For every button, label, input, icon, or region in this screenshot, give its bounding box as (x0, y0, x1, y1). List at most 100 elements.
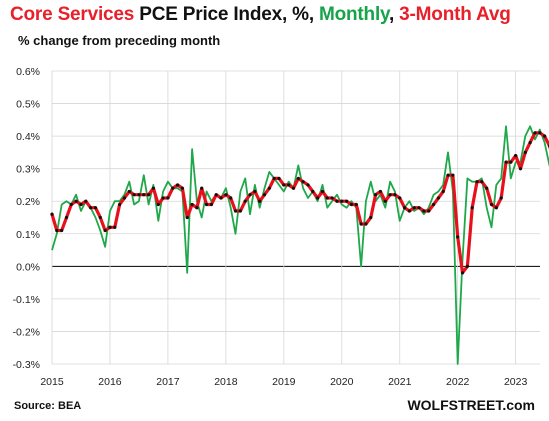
avg-point (494, 206, 498, 210)
avg-point (103, 228, 107, 233)
avg-point (383, 199, 387, 203)
avg-point (393, 193, 397, 197)
chart-subtitle: % change from preceding month (18, 33, 221, 48)
avg-point (504, 160, 508, 164)
avg-point (79, 202, 83, 207)
avg-point (518, 167, 523, 171)
avg-point (175, 183, 180, 187)
title-monthly: Monthly (318, 4, 389, 25)
avg-point (402, 206, 407, 210)
avg-point (204, 202, 209, 207)
avg-point (282, 183, 286, 187)
avg-point (156, 202, 160, 207)
avg-point (258, 199, 262, 203)
avg-point (407, 209, 412, 213)
avg-point (451, 173, 455, 177)
avg-series-line (50, 131, 549, 275)
avg-point (369, 215, 373, 220)
avg-point (340, 199, 344, 203)
avg-point (514, 154, 518, 158)
title-3-month-avg: 3-Month Avg (399, 4, 511, 25)
y-tick-label: -0.2% (13, 326, 40, 338)
avg-point (151, 186, 156, 190)
y-tick-label: 0.4% (16, 131, 40, 143)
avg-point (180, 186, 185, 190)
avg-point (441, 189, 445, 194)
avg-point (287, 183, 291, 187)
avg-point (456, 235, 460, 239)
avg-point (84, 199, 88, 203)
y-axis: -0.3% -0.2% -0.1% 0.0% 0.1% 0.2% 0.3% 0.4% 0.5% 0… (13, 66, 40, 371)
avg-point (398, 196, 402, 200)
avg-point (214, 193, 218, 197)
avg-point (142, 193, 146, 197)
avg-point (272, 176, 276, 181)
x-axis: 2015 2016 2017 2018 2019 2020 2021 2022 2023 (40, 376, 527, 388)
avg-point (185, 215, 189, 220)
avg-point (200, 186, 204, 190)
x-tick-label: 2022 (446, 376, 470, 388)
x-tick-label: 2017 (156, 376, 180, 388)
avg-point (320, 189, 325, 194)
x-tick-label: 2019 (272, 376, 296, 388)
avg-point (69, 202, 73, 207)
avg-point (378, 189, 383, 194)
avg-point (60, 228, 64, 233)
avg-point (427, 209, 431, 213)
avg-point (330, 196, 334, 200)
avg-point (480, 180, 484, 184)
avg-point (161, 196, 165, 200)
title-pce-label: PCE Price Index, %, (134, 4, 319, 25)
avg-point (349, 202, 354, 207)
avg-point (543, 134, 547, 138)
avg-point (224, 193, 228, 197)
avg-point (485, 186, 489, 190)
avg-point (523, 150, 527, 154)
avg-point (243, 199, 247, 203)
avg-point (98, 215, 102, 220)
avg-point (364, 222, 368, 226)
avg-point (489, 202, 494, 207)
avg-point (146, 193, 151, 197)
avg-point (446, 173, 450, 177)
avg-point (431, 202, 436, 207)
y-tick-label: 0.2% (16, 196, 40, 208)
source-label: Source: BEA (14, 400, 82, 412)
monthly-series-line (51, 125, 549, 365)
avg-point (132, 193, 136, 197)
avg-point (267, 186, 271, 190)
avg-point (436, 196, 440, 200)
avg-point (166, 196, 170, 200)
avg-point (422, 209, 426, 213)
x-tick-label: 2023 (504, 376, 528, 388)
avg-point (55, 228, 59, 233)
avg-point (127, 189, 131, 194)
avg-point (248, 193, 252, 197)
avg-point (209, 202, 213, 207)
avg-point (118, 202, 122, 207)
avg-point (316, 196, 320, 200)
avg-point (417, 206, 421, 210)
avg-point (538, 131, 542, 135)
avg-point (93, 206, 98, 210)
avg-point (465, 264, 469, 268)
avg-point (301, 180, 305, 184)
avg-point (306, 183, 310, 187)
avg-point (460, 271, 465, 275)
y-tick-label: -0.3% (13, 359, 40, 371)
avg-point (533, 131, 537, 135)
avg-point (190, 202, 194, 207)
avg-point (311, 189, 315, 194)
chart-title: Core Services PCE Price Index, %, Monthl… (10, 4, 511, 26)
x-tick-label: 2018 (214, 376, 238, 388)
series-layer (50, 125, 549, 365)
avg-point (171, 186, 175, 190)
avg-point (195, 206, 199, 210)
title-separator: , (389, 4, 400, 25)
avg-point (509, 160, 513, 164)
avg-point (122, 196, 127, 200)
avg-point (108, 225, 112, 229)
avg-point (335, 199, 339, 203)
avg-point (277, 176, 281, 181)
